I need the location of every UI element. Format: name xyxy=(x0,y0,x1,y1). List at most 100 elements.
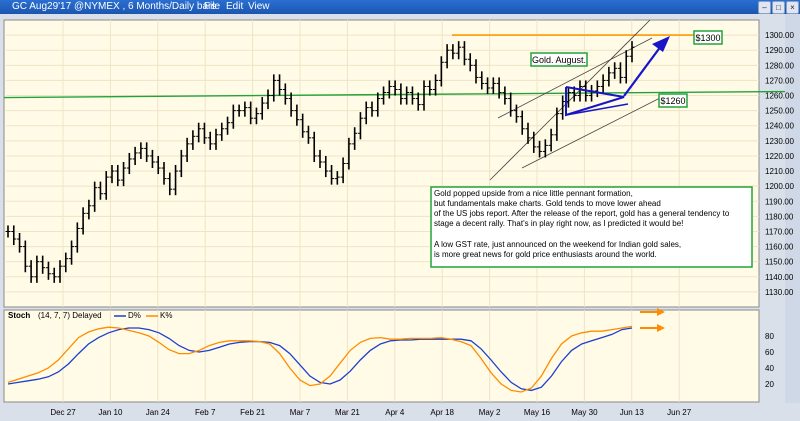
ohlc-bar xyxy=(548,128,554,152)
ohlc-bar xyxy=(554,107,560,141)
ohlc-bar xyxy=(623,50,629,84)
ohlc-bar xyxy=(213,128,219,150)
ohlc-bar xyxy=(103,171,109,200)
ohlc-bar xyxy=(74,222,80,253)
minimize-icon[interactable]: – xyxy=(758,1,771,14)
x-tick-label: May 30 xyxy=(571,408,598,417)
ohlc-bar xyxy=(485,77,491,95)
ohlc-bar xyxy=(242,101,248,117)
label-gold-august-text: Gold. August. xyxy=(532,55,586,65)
ohlc-bar xyxy=(490,77,496,95)
ohlc-bar xyxy=(352,127,358,150)
label-1260-text: $1260 xyxy=(660,96,685,106)
ohlc-bar xyxy=(513,104,519,123)
x-tick-label: Apr 4 xyxy=(385,408,405,417)
x-tick-label: Jan 24 xyxy=(146,408,171,417)
ohlc-bar xyxy=(305,125,311,144)
ohlc-bar xyxy=(271,74,277,102)
x-tick-label: Feb 7 xyxy=(195,408,216,417)
ohlc-bar xyxy=(97,181,103,200)
x-axis-bar xyxy=(0,403,800,421)
menu-view[interactable]: View xyxy=(248,1,270,12)
stoch-params: (14, 7, 7) Delayed xyxy=(38,311,102,320)
ohlc-bar xyxy=(207,131,213,150)
close-icon[interactable]: × xyxy=(786,1,799,14)
ohlc-bar xyxy=(225,116,231,135)
ohlc-bar xyxy=(311,131,317,162)
ohlc-bar xyxy=(265,89,271,110)
ohlc-bar xyxy=(161,161,167,185)
breakout-arrow-head-icon xyxy=(652,36,670,52)
ohlc-bar xyxy=(63,252,69,273)
title-bar: GC Aug29'17 @NYMEX , 6 Months/Daily bars… xyxy=(0,0,800,14)
ohlc-bar xyxy=(386,80,392,99)
y-tick-label: 1300.00 xyxy=(765,31,794,40)
annotation-line-6: is more great news for gold price enthus… xyxy=(434,250,657,259)
ohlc-bar xyxy=(69,240,75,265)
ohlc-bar xyxy=(479,71,485,90)
ohlc-bar xyxy=(288,92,294,117)
ohlc-bar xyxy=(450,44,456,60)
legend-d-label: D% xyxy=(128,311,141,320)
pennant-lower-extension xyxy=(565,103,629,116)
menu-edit[interactable]: Edit xyxy=(226,1,244,12)
annotation-line-4: stage a decent rally. That's in play rig… xyxy=(434,219,683,228)
ohlc-bar xyxy=(629,41,635,63)
y-tick-label: 1270.00 xyxy=(765,76,794,85)
ohlc-bar xyxy=(5,225,11,238)
breakout-arrow xyxy=(623,41,665,97)
y-tick-label: 1240.00 xyxy=(765,122,794,131)
x-tick-label: May 2 xyxy=(479,408,501,417)
ohlc-bar xyxy=(196,122,202,143)
y-tick-label: 1130.00 xyxy=(765,288,794,297)
ohlc-bar xyxy=(51,267,57,283)
ohlc-bar xyxy=(519,110,525,135)
y-tick-label: 1220.00 xyxy=(765,152,794,161)
ohlc-bar xyxy=(409,86,415,105)
x-tick-label: Feb 21 xyxy=(240,408,265,417)
label-1300-text: $1300 xyxy=(695,33,720,43)
x-tick-label: May 16 xyxy=(524,408,551,417)
ohlc-bars xyxy=(5,41,635,283)
ohlc-bar xyxy=(600,74,606,93)
right-scrollbar[interactable] xyxy=(785,14,800,403)
ohlc-bar xyxy=(346,137,352,170)
ohlc-bar xyxy=(427,80,433,96)
ohlc-bar xyxy=(253,107,259,125)
y-tick-label: 1150.00 xyxy=(765,258,794,267)
ohlc-bar xyxy=(282,83,288,105)
ohlc-bar xyxy=(277,74,283,96)
menu-file[interactable]: File xyxy=(204,1,221,12)
ohlc-bar xyxy=(525,122,531,144)
annotation-line-3: of the US jobs report. After the release… xyxy=(434,209,730,218)
pennant-triangle xyxy=(565,86,625,117)
stoch-y-tick-label: 80 xyxy=(765,332,774,341)
ohlc-bar xyxy=(606,66,612,87)
stoch-arrow-bottom-head-icon xyxy=(657,324,665,332)
label-1260: $1260 xyxy=(658,93,688,108)
annotation-box xyxy=(430,186,753,268)
ohlc-bar xyxy=(340,157,346,184)
ohlc-bar xyxy=(617,62,623,84)
ohlc-bar xyxy=(259,97,265,120)
y-tick-label: 1190.00 xyxy=(765,197,794,206)
ohlc-bar xyxy=(121,161,127,187)
ohlc-bar xyxy=(57,260,63,283)
y-tick-label: 1210.00 xyxy=(765,167,794,176)
y-tick-label: 1290.00 xyxy=(765,46,794,55)
ohlc-bar xyxy=(392,80,398,96)
ohlc-bar xyxy=(45,261,51,280)
maximize-icon[interactable]: □ xyxy=(772,1,785,14)
ohlc-bar xyxy=(502,86,508,105)
x-tick-label: Mar 7 xyxy=(290,408,311,417)
ohlc-bar xyxy=(421,80,427,111)
ohlc-bar xyxy=(375,92,381,117)
ohlc-bar xyxy=(22,240,28,273)
ohlc-bar xyxy=(433,74,439,96)
ohlc-bar xyxy=(86,199,92,220)
y-tick-label: 1230.00 xyxy=(765,137,794,146)
ohlc-bar xyxy=(219,122,225,141)
stoch-title: Stoch xyxy=(8,311,30,320)
ohlc-bar xyxy=(167,172,173,196)
ohlc-bar xyxy=(577,80,583,102)
